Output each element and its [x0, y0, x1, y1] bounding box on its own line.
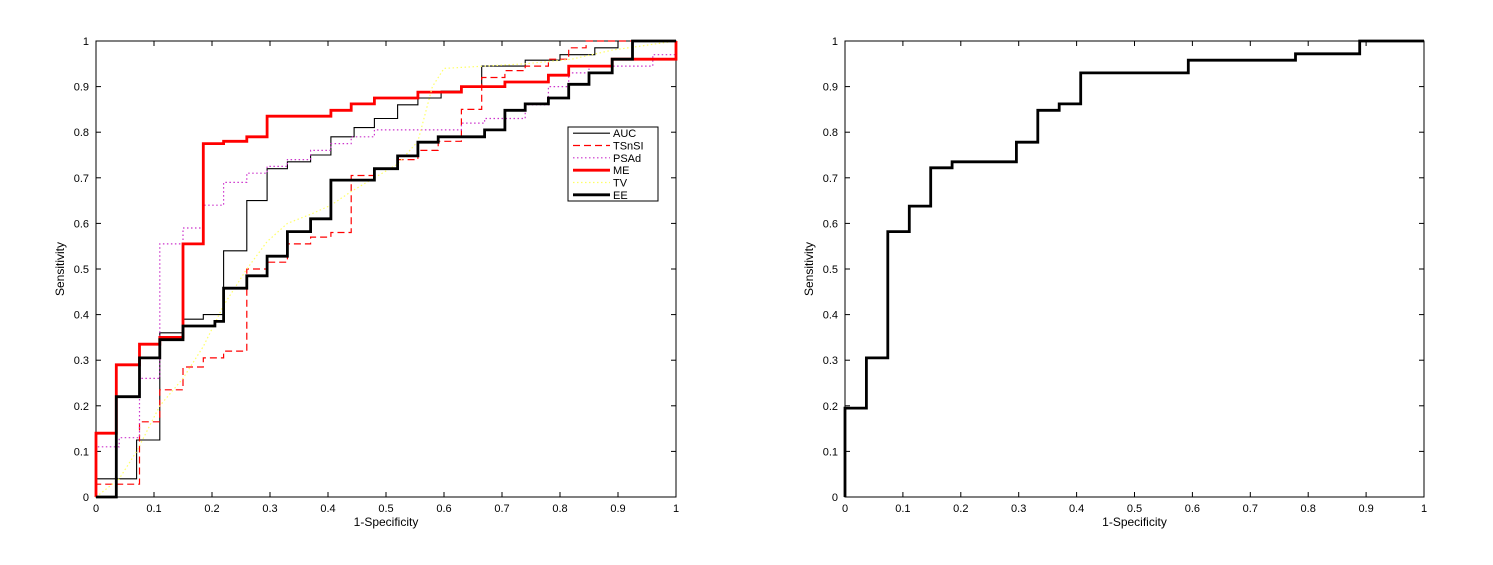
plot-area: [95, 40, 677, 498]
y-tick-label: 0: [832, 492, 838, 504]
y-tick-label: 0.9: [823, 82, 838, 94]
x-tick-label: 0.3: [262, 503, 277, 515]
y-axis-label: Sensitivity: [53, 242, 67, 296]
y-tick-label: 0.4: [74, 310, 89, 322]
roc-series-line: [843, 39, 1424, 497]
y-tick-label: 0.5: [823, 264, 838, 276]
x-tick-label: 0.8: [1301, 503, 1316, 515]
x-tick-label: 0.6: [436, 503, 451, 515]
x-tick-label: 0.5: [378, 503, 393, 515]
x-tick-label: 0.8: [552, 503, 567, 515]
x-tick-label: 1: [673, 503, 679, 515]
x-tick-label: 0.5: [1127, 503, 1142, 515]
legend-label: EE: [613, 190, 628, 202]
x-tick-label: 0.4: [320, 503, 335, 515]
legend-label: TV: [613, 178, 628, 190]
y-tick-label: 0.2: [823, 401, 838, 413]
x-tick-label: 0.3: [1011, 503, 1026, 515]
x-tick-label: 0.1: [895, 503, 910, 515]
y-tick-label: 0.3: [74, 355, 89, 367]
y-tick-label: 0.6: [74, 218, 89, 230]
right-roc-panel: 0 0.1 0.2 0.3 0.4 0.5 0.6 0.7 0.8 0.9 1 0 0.1 0.2 0.3 0…: [802, 36, 1427, 529]
x-tick-label: 0: [842, 503, 848, 515]
x-tick-label: 0.9: [610, 503, 625, 515]
legend-label: AUC: [613, 128, 636, 140]
y-tick-label: 0.9: [74, 82, 89, 94]
legend-label: PSAd: [613, 153, 641, 165]
left-roc-panel: 0 0.1 0.2 0.3 0.4 0.5 0.6 0.7 0.8 0.9 1 0 0.1 0.2 0.3 0…: [53, 36, 679, 529]
legend-box: [567, 126, 659, 202]
x-tick-label: 0.2: [204, 503, 219, 515]
y-tick-label: 0.8: [823, 127, 838, 139]
legend-label: ME: [613, 165, 630, 177]
y-tick-label: 0.4: [823, 310, 838, 322]
legend-label: TSnSI: [613, 141, 644, 153]
ee-series-line: [96, 39, 676, 499]
plot-area: [844, 40, 1425, 498]
x-tick-label: 1: [1421, 503, 1427, 515]
y-tick-label: 0.1: [74, 446, 89, 458]
x-tick-label: 0.1: [146, 503, 161, 515]
y-tick-label: 0.7: [74, 173, 89, 185]
psad-series-line: [95, 41, 677, 497]
y-axis-label: Sensitivity: [802, 242, 816, 296]
x-axis-label: 1-Specificity: [354, 515, 419, 529]
y-tick-label: 1: [83, 36, 89, 48]
y-tick-label: 0.6: [823, 218, 838, 230]
y-tick-label: 0.7: [823, 173, 838, 185]
y-tick-label: 0: [83, 492, 89, 504]
y-tick-label: 1: [832, 36, 838, 48]
x-tick-label: 0: [93, 503, 99, 515]
y-tick-label: 0.3: [823, 355, 838, 367]
x-axis-label: 1-Specificity: [1102, 515, 1167, 529]
x-tick-label: 0.7: [494, 503, 509, 515]
tsnsi-series-line: [95, 40, 676, 497]
y-tick-label: 0.1: [823, 446, 838, 458]
x-tick-label: 0.2: [953, 503, 968, 515]
y-tick-label: 0.5: [74, 264, 89, 276]
x-tick-label: 0.7: [1243, 503, 1258, 515]
x-tick-label: 0.6: [1185, 503, 1200, 515]
x-tick-label: 0.4: [1069, 503, 1084, 515]
x-tick-label: 0.9: [1358, 503, 1373, 515]
y-tick-label: 0.8: [74, 127, 89, 139]
y-tick-label: 0.2: [74, 401, 89, 413]
